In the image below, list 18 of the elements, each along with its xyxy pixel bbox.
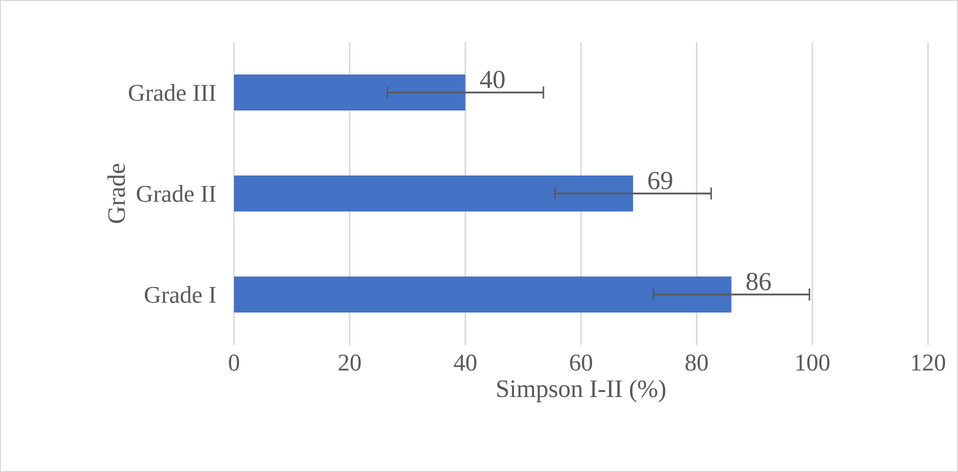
x-tick-label: 60 — [570, 354, 592, 371]
y-axis-title: Grade — [107, 164, 126, 224]
x-tick-label: 0 — [228, 354, 240, 371]
x-axis-title: Simpson I-II (%) — [497, 380, 666, 402]
x-tick-label: 100 — [796, 354, 830, 371]
y-tick-label: Grade I — [144, 286, 216, 303]
y-tick-label: Grade II — [136, 185, 216, 202]
y-tick-label: Grade III — [128, 84, 216, 101]
data-label: 69 — [648, 172, 672, 190]
data-label: 86 — [746, 272, 771, 290]
bar — [234, 276, 732, 313]
x-tick-label: 120 — [912, 354, 946, 371]
bar — [234, 74, 466, 110]
data-label: 40 — [480, 70, 505, 88]
x-tick-label: 20 — [338, 354, 361, 371]
bar — [234, 176, 634, 212]
x-tick-label: 80 — [686, 354, 708, 371]
x-tick-label: 40 — [454, 354, 476, 371]
